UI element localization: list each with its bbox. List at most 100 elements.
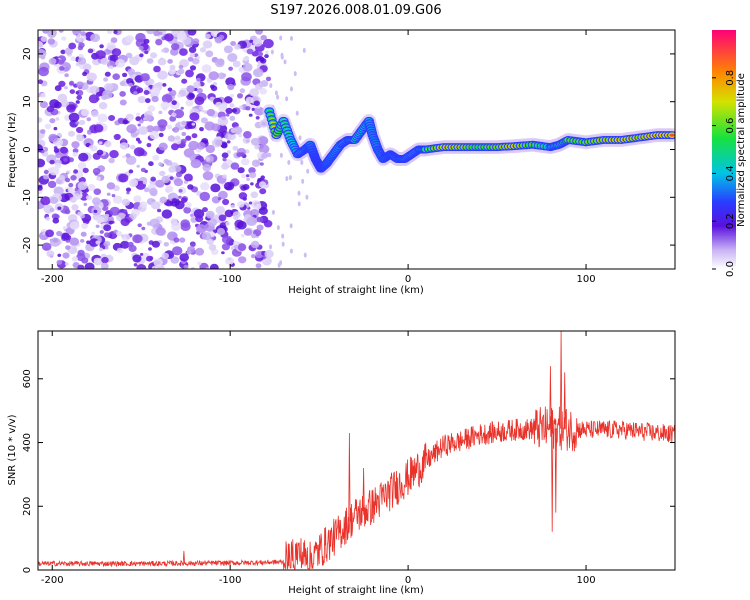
noise-blob	[243, 228, 253, 236]
noise-blob	[46, 250, 55, 258]
noise-blob	[44, 123, 52, 130]
noise-blob	[161, 49, 165, 53]
noise-blob	[167, 135, 175, 142]
noise-blob	[40, 196, 51, 206]
noise-blob	[221, 116, 226, 121]
y-tick-label: 10	[22, 95, 33, 108]
noise-blob	[104, 213, 110, 218]
noise-blob	[280, 52, 284, 58]
x-tick-label: 0	[405, 575, 411, 586]
noise-blob	[137, 223, 142, 228]
noise-blob	[188, 93, 195, 99]
noise-blob	[150, 52, 158, 59]
noise-blob	[250, 191, 259, 199]
noise-blob	[185, 202, 192, 208]
noise-blob	[107, 30, 113, 34]
noise-blob	[68, 42, 77, 50]
noise-blob	[60, 146, 68, 154]
noise-blob	[156, 82, 163, 87]
noise-blob	[53, 148, 60, 153]
noise-blob	[75, 193, 80, 197]
noise-blob	[218, 34, 225, 40]
noise-blob	[98, 102, 108, 110]
noise-blob	[68, 112, 80, 123]
noise-blob	[233, 244, 238, 249]
noise-blob	[226, 150, 231, 154]
noise-blob	[237, 93, 243, 99]
noise-blob	[238, 256, 247, 264]
noise-blob	[171, 198, 178, 204]
noise-blob	[38, 66, 49, 77]
noise-blob	[60, 49, 66, 55]
noise-blob	[127, 241, 134, 247]
colorbar-tick-label: 0.2	[725, 213, 736, 229]
noise-blob	[250, 182, 254, 186]
noise-blob	[196, 77, 201, 82]
noise-blob	[229, 115, 236, 121]
noise-blob	[58, 193, 70, 203]
noise-blob	[251, 159, 261, 167]
noise-blob	[101, 256, 109, 264]
noise-blob	[49, 118, 56, 124]
noise-blob	[162, 83, 167, 87]
noise-blob	[104, 246, 109, 250]
noise-blob	[113, 30, 118, 34]
noise-blob	[180, 106, 184, 110]
noise-blob	[89, 238, 99, 247]
noise-blob	[185, 99, 194, 107]
noise-blob	[146, 30, 155, 35]
x-tick-label: -200	[41, 274, 64, 285]
noise-blob	[125, 155, 137, 165]
noise-blob	[245, 96, 254, 104]
noise-blob	[258, 181, 267, 188]
noise-blob	[72, 148, 79, 154]
colorbar-tick-label: 0.6	[725, 118, 736, 134]
noise-blob	[230, 204, 236, 209]
noise-blob	[237, 201, 245, 208]
noise-blob	[68, 130, 75, 137]
noise-blob	[178, 87, 189, 97]
noise-blob	[138, 45, 144, 51]
noise-blob	[64, 234, 72, 241]
noise-blob	[266, 152, 272, 158]
noise-blob	[111, 194, 116, 198]
noise-blob	[103, 77, 109, 82]
noise-blob	[127, 68, 135, 76]
noise-blob	[87, 129, 91, 133]
noise-blob	[68, 157, 74, 163]
noise-blob	[95, 240, 101, 245]
noise-blob	[242, 184, 250, 190]
noise-blob	[209, 263, 219, 269]
noise-blob	[171, 222, 181, 231]
noise-blob	[102, 89, 113, 99]
noise-blob	[176, 32, 187, 41]
noise-blob	[196, 56, 201, 60]
noise-blob	[240, 233, 245, 238]
noise-blob	[190, 159, 202, 169]
noise-blob	[183, 173, 193, 182]
noise-blob	[48, 57, 57, 65]
noise-blob	[151, 265, 158, 269]
noise-blob	[255, 30, 263, 35]
y-tick-label: 0	[22, 146, 33, 152]
noise-blob	[242, 136, 251, 144]
noise-blob	[146, 125, 155, 133]
noise-blob	[47, 38, 55, 45]
noise-blob	[161, 94, 173, 104]
noise-blob	[128, 178, 139, 188]
noise-blob	[152, 154, 160, 161]
noise-blob	[45, 216, 51, 221]
noise-blob	[129, 56, 140, 66]
noise-blob	[125, 52, 133, 59]
noise-blob	[52, 217, 60, 224]
noise-blob	[226, 140, 231, 144]
noise-blob	[56, 230, 63, 237]
noise-blob	[186, 85, 195, 93]
noise-blob	[190, 242, 196, 247]
noise-blob	[108, 157, 115, 164]
noise-blob	[222, 73, 227, 77]
noise-blob	[94, 172, 99, 176]
spectrogram-y-axis: -20 -10 0 10 20	[22, 48, 675, 253]
noise-blob	[136, 264, 147, 269]
noise-blob	[93, 124, 104, 133]
